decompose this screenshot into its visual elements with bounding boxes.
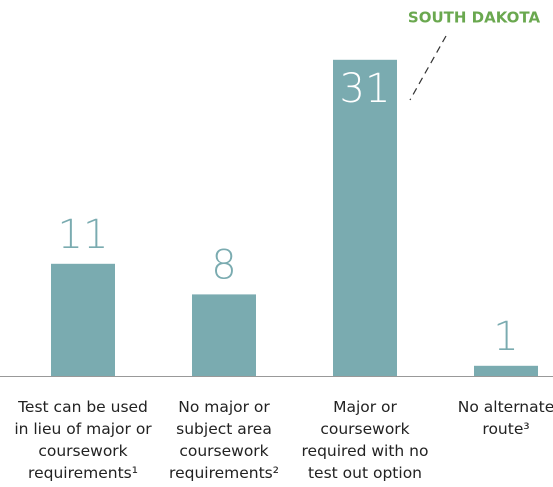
value-label: 8	[211, 242, 236, 288]
value-label: 31	[340, 66, 391, 112]
category-label: Test can be used in lieu of major or cou…	[14, 398, 152, 482]
category-label: No major or subject area coursework requ…	[169, 398, 279, 482]
value-label: 11	[58, 212, 109, 258]
bar	[333, 59, 397, 377]
value-label: 1	[493, 314, 518, 360]
annotation-leader	[409, 35, 447, 101]
bar	[474, 365, 538, 376]
category-label: No alternate route³	[457, 398, 553, 438]
bar	[51, 263, 115, 376]
bar	[192, 294, 256, 376]
annotation: SOUTH DAKOTA	[408, 9, 541, 27]
category-label: Major or coursework required with no tes…	[301, 398, 429, 482]
